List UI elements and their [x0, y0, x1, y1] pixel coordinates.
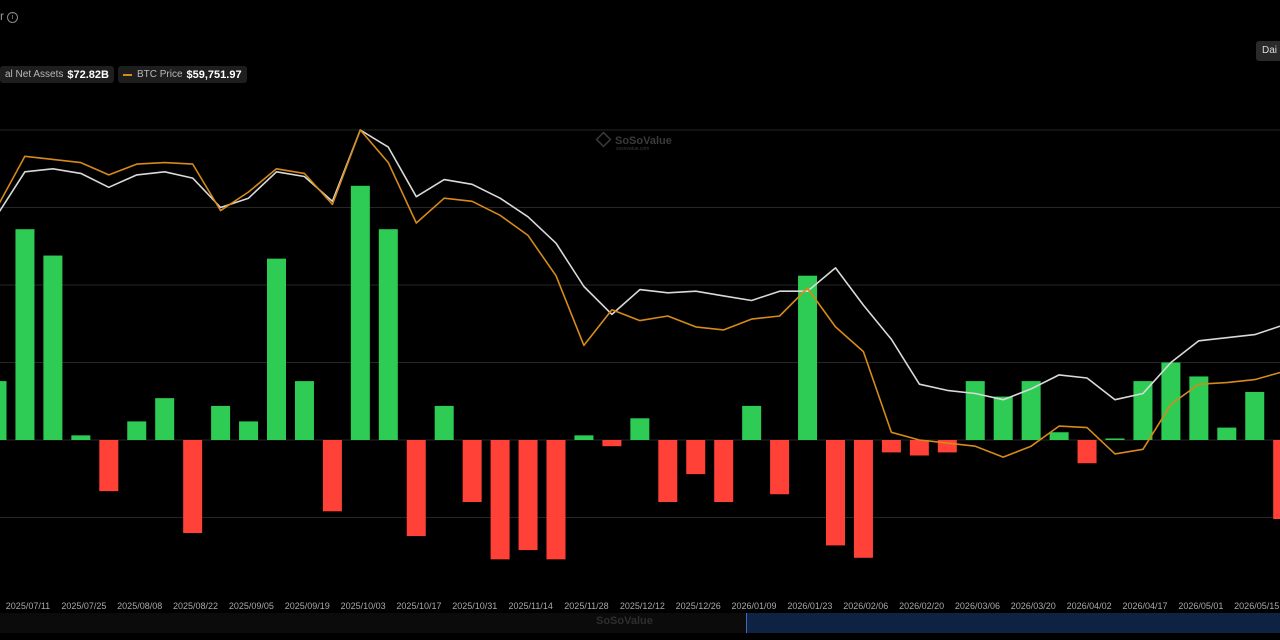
flow-bar-26: [714, 440, 734, 502]
series-lines: [0, 129, 1280, 458]
flow-bar-10: [267, 258, 286, 440]
x-tick-label-4: 2025/09/05: [229, 601, 274, 611]
x-tick-label-17: 2026/03/06: [955, 601, 1000, 611]
flow-bar-25: [686, 440, 706, 475]
legend-net-assets-label: al Net Assets: [5, 69, 64, 80]
watermark-brand: SoSoValue: [615, 135, 672, 147]
flow-bar-30: [826, 440, 845, 546]
x-tick-label-5: 2025/09/19: [285, 601, 330, 611]
flow-bar-35: [965, 381, 985, 440]
x-tick-label-19: 2026/04/02: [1067, 601, 1112, 611]
x-tick-label-6: 2025/10/03: [341, 601, 386, 611]
chart-legend: al Net Assets $72.82B BTC Price $59,751.…: [0, 66, 247, 83]
flow-bar-15: [406, 440, 426, 537]
legend-btc-label: BTC Price: [136, 69, 183, 80]
flow-bar-44: [1217, 427, 1237, 440]
flow-bar-37: [1021, 381, 1041, 440]
flow-bar-4: [99, 440, 119, 492]
x-tick-label-20: 2026/04/17: [1122, 601, 1167, 611]
legend-net-assets[interactable]: al Net Assets $72.82B: [0, 66, 114, 83]
flow-bars: [0, 185, 1280, 560]
x-tick-label-7: 2025/10/17: [396, 601, 441, 611]
flow-bar-24: [658, 440, 678, 502]
flow-bar-2: [43, 255, 63, 440]
chart-title-text: r: [0, 9, 4, 23]
net-assets-line: [0, 129, 1280, 401]
x-tick-label-10: 2025/11/28: [564, 601, 608, 611]
flow-bar-39: [1077, 440, 1097, 464]
navigator-watermark: SoSoValue: [596, 615, 653, 627]
flow-bar-14: [378, 229, 398, 440]
x-tick-label-16: 2026/02/20: [899, 601, 944, 611]
watermark-sub: sosovalue.com: [616, 146, 650, 152]
flow-bar-0: [0, 381, 7, 440]
x-tick-label-11: 2025/12/12: [620, 601, 665, 611]
watermark-logo: SoSoValue sosovalue.com: [595, 131, 672, 152]
flow-bar-38: [1049, 432, 1069, 440]
flow-bar-18: [490, 440, 510, 560]
flow-bar-3: [71, 435, 91, 440]
flow-bar-33: [909, 440, 929, 456]
flow-bar-22: [602, 440, 622, 447]
flow-bar-41: [1133, 381, 1153, 440]
legend-btc-price[interactable]: BTC Price $59,751.97: [117, 66, 247, 83]
flow-bar-23: [630, 418, 650, 440]
legend-net-assets-value: $72.82B: [67, 68, 109, 81]
flow-bar-5: [127, 421, 147, 440]
flow-bar-36: [993, 396, 1013, 440]
flow-bar-27: [742, 405, 762, 440]
x-tick-label-21: 2026/05/01: [1178, 601, 1223, 611]
flow-bar-11: [294, 381, 314, 440]
x-tick-label-15: 2026/02/06: [843, 601, 888, 611]
flow-bar-29: [798, 275, 818, 440]
flow-bar-46: [1273, 440, 1280, 520]
btc-price-line: [0, 129, 1280, 458]
flow-bar-12: [322, 440, 342, 512]
x-axis-labels: 2025/07/11 2025/07/25 2025/08/08 2025/08/22…: [6, 601, 1279, 611]
flow-bar-32: [881, 440, 901, 453]
flow-bar-7: [183, 440, 203, 533]
x-tick-label-9: 2025/11/14: [508, 601, 552, 611]
navigator-selection-handle[interactable]: [746, 613, 1280, 633]
x-tick-label-13: 2026/01/09: [732, 601, 777, 611]
flow-bar-20: [546, 440, 566, 560]
flow-bar-13: [350, 185, 370, 440]
flow-bar-9: [239, 421, 259, 440]
flow-bar-43: [1189, 376, 1209, 440]
x-tick-label-22: 2026/05/15: [1234, 601, 1279, 611]
flow-bar-6: [155, 398, 175, 440]
x-tick-label-8: 2025/10/31: [452, 601, 497, 611]
chart-plot[interactable]: 2025/07/11 2025/07/25 2025/08/08 2025/08/22…: [0, 0, 1280, 613]
flow-bar-19: [518, 440, 538, 551]
range-navigator[interactable]: SoSoValue: [0, 613, 1280, 633]
x-tick-label-3: 2025/08/22: [173, 601, 218, 611]
flow-bar-17: [462, 440, 482, 502]
flow-bar-45: [1245, 391, 1265, 440]
x-tick-label-0: 2025/07/11: [6, 601, 50, 611]
x-tick-label-18: 2026/03/20: [1011, 601, 1056, 611]
flow-bar-16: [434, 405, 454, 440]
legend-btc-value: $59,751.97: [186, 68, 242, 81]
flow-bar-40: [1105, 438, 1125, 440]
info-icon[interactable]: i: [7, 12, 18, 23]
flow-bar-28: [770, 440, 790, 495]
x-tick-label-1: 2025/07/25: [61, 601, 106, 611]
btc-line-swatch: [122, 73, 132, 76]
flow-bar-1: [15, 229, 35, 440]
x-tick-label-12: 2025/12/26: [676, 601, 721, 611]
x-tick-label-2: 2025/08/08: [117, 601, 162, 611]
flow-bar-42: [1161, 362, 1181, 440]
flow-bar-31: [853, 440, 873, 558]
period-selector-button[interactable]: Dai: [1256, 41, 1280, 61]
flow-bar-8: [211, 405, 231, 440]
flow-bar-21: [574, 435, 594, 440]
x-tick-label-14: 2026/01/23: [787, 601, 832, 611]
